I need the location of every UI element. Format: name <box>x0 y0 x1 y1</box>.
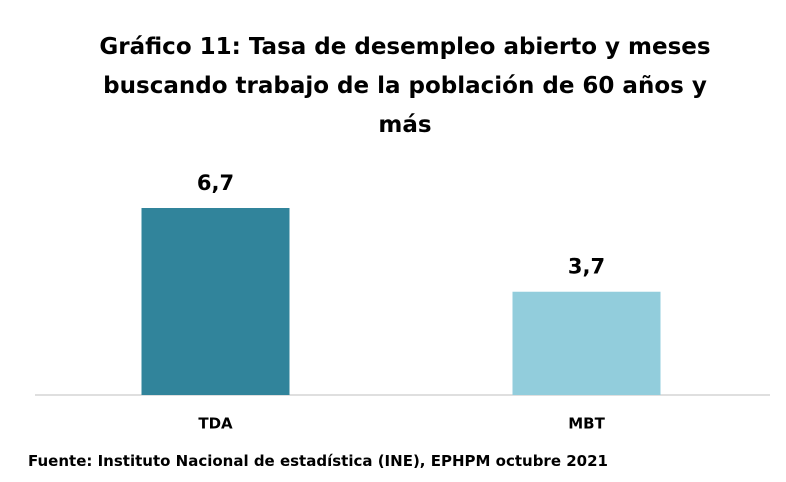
bar <box>141 208 290 395</box>
bar <box>512 291 661 395</box>
x-tick-label: MBT <box>568 415 605 433</box>
chart-title: Gráfico 11: Tasa de desempleo abierto y … <box>99 34 711 138</box>
x-tick-label: TDA <box>198 415 233 433</box>
source-note: Fuente: Instituto Nacional de estadístic… <box>28 452 608 470</box>
value-label: 3,7 <box>568 255 605 279</box>
value-label: 6,7 <box>197 171 234 195</box>
